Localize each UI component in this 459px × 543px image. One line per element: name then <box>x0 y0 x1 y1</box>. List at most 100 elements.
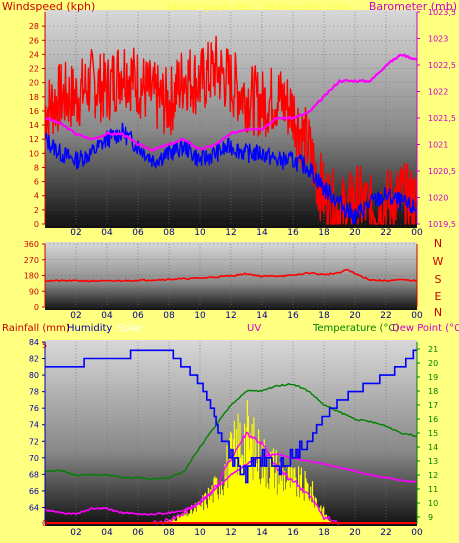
gust-line <box>44 122 418 225</box>
x-tick-label: 14 <box>256 311 268 321</box>
y2-tick-label: 19 <box>428 373 438 382</box>
x-tick-label: 20 <box>349 311 361 321</box>
y-tick-label: 4 <box>34 192 39 201</box>
y2-tick-label: 1019,5 <box>428 220 456 229</box>
x-tick-label: 02 <box>70 228 81 238</box>
x-tick-label: 04 <box>101 528 113 538</box>
y2-tick-label: 1022,5 <box>428 61 456 70</box>
x-tick-label: 06 <box>132 528 144 538</box>
x-tick-label: 08 <box>163 228 175 238</box>
y2-tick-label: 21 <box>428 345 438 354</box>
y2-tick-label: 18 <box>428 387 438 396</box>
y-tick-label: 10 <box>29 149 39 158</box>
y2-tick-label: 15 <box>428 429 438 438</box>
compass-label: S <box>435 273 442 286</box>
solar-area <box>153 400 332 524</box>
x-tick-label: 02 <box>70 311 81 321</box>
y-tick-label: 360 <box>24 240 39 249</box>
y2-tick-label: 11 <box>428 485 438 494</box>
y2-tick-label: 1023,5 <box>428 8 456 17</box>
y-tick-label: 26 <box>29 36 39 45</box>
x-tick-label: 12 <box>225 228 236 238</box>
dewpoint-line <box>44 452 418 516</box>
y-tick-label: 66 <box>29 487 39 496</box>
x-tick-label: 18 <box>318 528 330 538</box>
y2-tick-label: 1022 <box>428 88 448 97</box>
y-tick-label: 80 <box>29 371 39 380</box>
barometer-axis-title: Barometer (mb) <box>369 0 457 13</box>
solar-axis-title: Solar <box>117 323 143 334</box>
compass-label: W <box>433 255 444 268</box>
y-tick-label: 70 <box>29 454 39 463</box>
x-tick-label: 00 <box>411 528 423 538</box>
compass-label: E <box>435 290 442 303</box>
y2-tick-label: 1021,5 <box>428 114 456 123</box>
y-tick-label: 14 <box>29 121 39 130</box>
y-tick-label: 84 <box>29 338 39 347</box>
y2-tick-label: 1020 <box>428 194 448 203</box>
y-tick-label: 78 <box>29 388 39 397</box>
x-tick-label: 06 <box>132 311 144 321</box>
y-tick-label: 76 <box>29 404 39 413</box>
x-tick-label: 16 <box>287 311 299 321</box>
y2-tick-label: 10 <box>428 499 438 508</box>
y2-tick-label: 1023 <box>428 35 448 44</box>
rain-tick-label: 5 <box>42 341 47 350</box>
y-tick-label: 68 <box>29 470 39 479</box>
x-tick-label: 08 <box>163 311 175 321</box>
y-tick-label: 72 <box>29 437 39 446</box>
y-tick-label: 20 <box>29 79 39 88</box>
axes-layer: 02 04 06 08 10 12 14 16 18 20 22 000246810121416182… <box>24 8 456 538</box>
rain-axis-title: Rainfall (mm) <box>2 323 70 334</box>
y2-tick-label: 9 <box>428 513 433 522</box>
compass-label: N <box>434 237 442 250</box>
y2-tick-label: 14 <box>428 443 438 452</box>
x-tick-label: 10 <box>194 311 206 321</box>
y2-tick-label: 20 <box>428 359 438 368</box>
y-tick-label: 28 <box>29 22 39 31</box>
barometer-line <box>44 53 418 152</box>
y-tick-label: 6 <box>34 178 39 187</box>
y2-tick-label: 17 <box>428 401 438 410</box>
y2-tick-label: 1020,5 <box>428 167 456 176</box>
y-tick-label: 2 <box>34 206 39 215</box>
compass-label: N <box>434 306 442 319</box>
wind-panel-bg <box>45 10 417 228</box>
dewpoint-axis-title: Dew Point (°C <box>392 323 459 334</box>
x-tick-label: 16 <box>287 528 299 538</box>
x-tick-label: 18 <box>318 311 330 321</box>
header-note: 24 hour graph data - 26 November 2014 <box>166 3 349 13</box>
y-tick-label: 8 <box>34 163 39 172</box>
temperature-line <box>44 383 418 481</box>
x-tick-label: 20 <box>349 528 361 538</box>
y-tick-label: 180 <box>24 272 39 281</box>
y2-tick-label: 13 <box>428 457 438 466</box>
y-tick-label: 64 <box>29 503 39 512</box>
y-tick-label: 0 <box>34 220 39 229</box>
x-tick-label: 00 <box>411 311 423 321</box>
series-layer <box>44 35 418 525</box>
y2-tick-label: 12 <box>428 471 438 480</box>
x-tick-label: 06 <box>132 228 144 238</box>
x-tick-label: 10 <box>194 528 206 538</box>
y-tick-label: 16 <box>29 107 39 116</box>
x-tick-label: 22 <box>380 228 391 238</box>
y-tick-label: 18 <box>29 93 39 102</box>
rain-tick-label: 0 <box>42 519 47 528</box>
x-tick-label: 04 <box>101 228 113 238</box>
y2-tick-label: 16 <box>428 415 438 424</box>
y-tick-label: 270 <box>24 256 39 265</box>
x-tick-label: 02 <box>70 528 81 538</box>
wind-axis-title: Windspeed (kph) <box>2 0 95 13</box>
y2-tick-label: 1021 <box>428 141 448 150</box>
x-tick-label: 04 <box>101 311 113 321</box>
wind-direction-line <box>44 268 418 283</box>
temperature-axis-title: Temperature (°C) <box>312 323 399 334</box>
x-tick-label: 08 <box>163 528 175 538</box>
y-tick-label: 12 <box>29 135 39 144</box>
y-tick-label: 0 <box>34 303 39 312</box>
x-tick-label: 14 <box>256 228 268 238</box>
x-tick-label: 18 <box>318 228 330 238</box>
x-tick-label: 22 <box>380 528 391 538</box>
